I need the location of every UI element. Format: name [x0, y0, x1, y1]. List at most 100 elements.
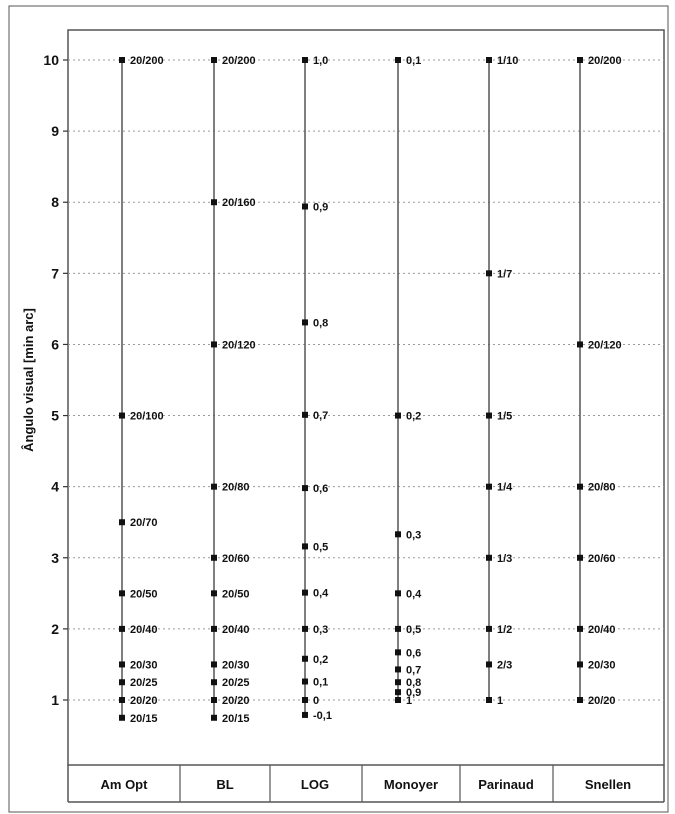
data-point	[211, 661, 217, 668]
plot-frame	[67, 29, 665, 766]
data-label: 20/30	[588, 659, 616, 671]
data-point	[486, 412, 492, 419]
data-label: 0,4	[406, 588, 422, 600]
series-bl: 20/200 20/160 20/120 20/80 20/60 20/50 20/40 20…	[211, 55, 256, 725]
data-label: 0,9	[313, 201, 328, 213]
data-label: 0,1	[406, 55, 421, 67]
data-point	[395, 531, 401, 538]
data-point	[302, 589, 308, 596]
data-point	[302, 485, 308, 492]
series-snellen: 20/200 20/120 20/80 20/60 20/40 20/30 20/20	[577, 55, 622, 707]
data-label: 0,6	[313, 483, 328, 495]
grid	[68, 59, 664, 701]
data-label: 20/20	[588, 695, 616, 707]
data-label: 20/40	[222, 624, 250, 636]
data-point	[302, 625, 308, 632]
data-label: 1/5	[497, 411, 512, 423]
data-label: 0,2	[406, 411, 421, 423]
data-label: 20/30	[222, 659, 250, 671]
data-point	[486, 661, 492, 668]
data-point	[577, 483, 583, 490]
y-tick-label: 1	[51, 692, 59, 708]
data-label: 0,5	[313, 541, 328, 553]
data-point	[119, 714, 125, 721]
data-point	[211, 341, 217, 348]
y-axis-ticks: 1 2 3 4 5 6 7 8 9 10	[43, 52, 68, 708]
y-tick-label: 2	[51, 621, 59, 637]
data-label: 0,4	[313, 588, 329, 600]
data-label: 0,2	[313, 654, 328, 666]
data-point	[302, 655, 308, 662]
data-label: 0,3	[406, 529, 421, 541]
data-label: 20/30	[130, 659, 158, 671]
data-point	[302, 203, 308, 210]
data-label: 20/200	[222, 55, 256, 67]
data-point	[395, 625, 401, 632]
y-tick-label: 4	[51, 479, 59, 495]
data-label: 20/70	[130, 517, 158, 529]
data-label: 0,8	[406, 677, 421, 689]
data-label: 20/200	[130, 55, 164, 67]
y-tick-label: 8	[51, 194, 59, 210]
data-point	[577, 341, 583, 348]
data-point	[302, 319, 308, 326]
data-point	[211, 590, 217, 597]
data-label: 20/100	[130, 411, 164, 423]
data-point	[119, 697, 125, 703]
data-label: 1/10	[497, 55, 518, 67]
data-label: 20/25	[130, 677, 158, 689]
data-label: 20/40	[130, 624, 158, 636]
data-label: 20/15	[130, 713, 158, 725]
data-label: 20/50	[222, 588, 250, 600]
series-monoyer: 0,1 0,2 0,3 0,4 0,5 0,6 0,70,80,91	[395, 55, 422, 707]
data-point	[395, 666, 401, 673]
data-point	[119, 661, 125, 668]
y-tick-label: 6	[51, 336, 59, 352]
data-label: 1	[406, 695, 412, 707]
y-tick-label: 5	[51, 408, 59, 424]
data-label: 0,9	[406, 687, 421, 699]
data-point	[486, 57, 492, 63]
data-point	[211, 199, 217, 206]
data-point	[211, 679, 217, 686]
data-label: 0,7	[313, 410, 328, 422]
data-point	[302, 697, 308, 703]
data-label: 1,0	[313, 55, 328, 67]
data-point	[395, 697, 401, 703]
category-label: Monoyer	[384, 777, 438, 792]
data-label: 20/25	[222, 677, 250, 689]
outer-frame	[8, 5, 669, 813]
data-point	[302, 711, 308, 718]
data-label: 20/160	[222, 197, 256, 209]
data-label: 0,6	[406, 647, 421, 659]
data-point	[211, 483, 217, 490]
category-label: Parinaud	[478, 777, 534, 792]
y-tick-label: 10	[43, 52, 59, 68]
data-label: 20/40	[588, 624, 616, 636]
data-label: 20/15	[222, 713, 250, 725]
data-label: 2/3	[497, 659, 512, 671]
data-point	[119, 412, 125, 419]
series-log: 1,0 0,9 0,8 0,7 0,6 0,5 0,4 0,3 0,2 0,1 0 -0,1	[302, 55, 332, 722]
data-label: 20/120	[222, 339, 256, 351]
data-label: 1/3	[497, 553, 512, 565]
data-label: 0,3	[313, 624, 328, 636]
data-point	[486, 270, 492, 277]
data-point	[486, 483, 492, 490]
data-label: 20/50	[130, 588, 158, 600]
data-label: 1/4	[497, 482, 513, 494]
category-label: Snellen	[585, 777, 631, 792]
data-label: 20/20	[130, 695, 158, 707]
series-parinaud: 1/10 1/7 1/5 1/4 1/3 1/2 2/3 1	[486, 55, 518, 707]
data-label: 20/60	[222, 553, 250, 565]
data-point	[302, 678, 308, 685]
data-point	[577, 57, 583, 63]
data-label: 0	[313, 695, 319, 707]
data-point	[395, 689, 401, 696]
data-point	[119, 519, 125, 526]
data-point	[119, 625, 125, 632]
data-label: 20/200	[588, 55, 622, 67]
data-point	[577, 625, 583, 632]
data-label: 1/2	[497, 624, 512, 636]
